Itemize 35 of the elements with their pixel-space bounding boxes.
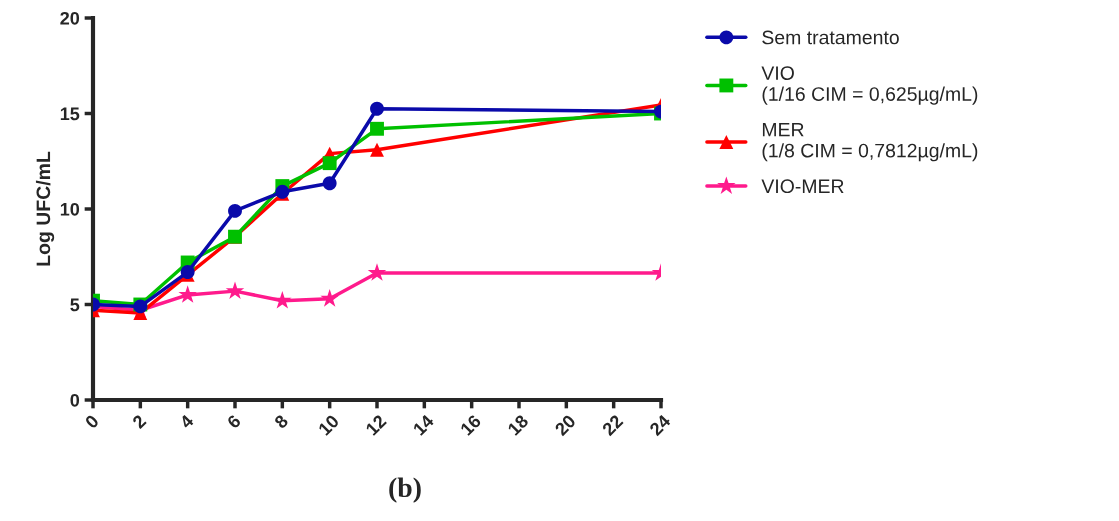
point — [228, 203, 242, 218]
legend-label: MER (1/8 CIM = 0,7812µg/mL) — [762, 122, 978, 162]
x-tick-label: 20 — [554, 414, 577, 437]
point — [370, 101, 384, 116]
point — [322, 176, 337, 191]
y-tick-label: 5 — [70, 298, 80, 312]
point — [178, 285, 197, 303]
y-tick-label: 10 — [60, 202, 80, 216]
y-tick-label: 15 — [60, 107, 80, 121]
text: (b) — [389, 477, 421, 503]
point — [370, 142, 384, 157]
point — [367, 263, 387, 281]
x-tick-label: 8 — [273, 413, 289, 430]
legend-label: VIO-MER — [761, 179, 844, 194]
x-tick-label: 16 — [459, 413, 482, 436]
x-tick-label: 0 — [84, 414, 100, 430]
x-tick-label: 12 — [365, 414, 387, 436]
x-tick-label: 2 — [131, 414, 147, 430]
y-tick-label: 20 — [60, 11, 80, 25]
x-tick-label: 24 — [648, 413, 672, 437]
x-tick-label: 14 — [412, 413, 435, 436]
legend-label: VIO (1/16 CIM = 0,625µg/mL) — [761, 66, 978, 105]
y-axis-title: Log UFC/mL — [35, 151, 55, 266]
x-tick-label: 10 — [317, 414, 340, 436]
legend-label: Sem tratamento — [762, 30, 899, 45]
x-tick-label: 18 — [507, 413, 530, 436]
x-tick-label: 6 — [226, 413, 242, 430]
point — [322, 156, 337, 171]
y-tick-label: 0 — [70, 393, 80, 407]
point — [273, 290, 292, 309]
point — [320, 289, 339, 307]
x-tick-label: 4 — [178, 413, 195, 430]
point — [225, 281, 245, 299]
point — [370, 121, 384, 136]
x-tick-label: 22 — [601, 414, 624, 437]
